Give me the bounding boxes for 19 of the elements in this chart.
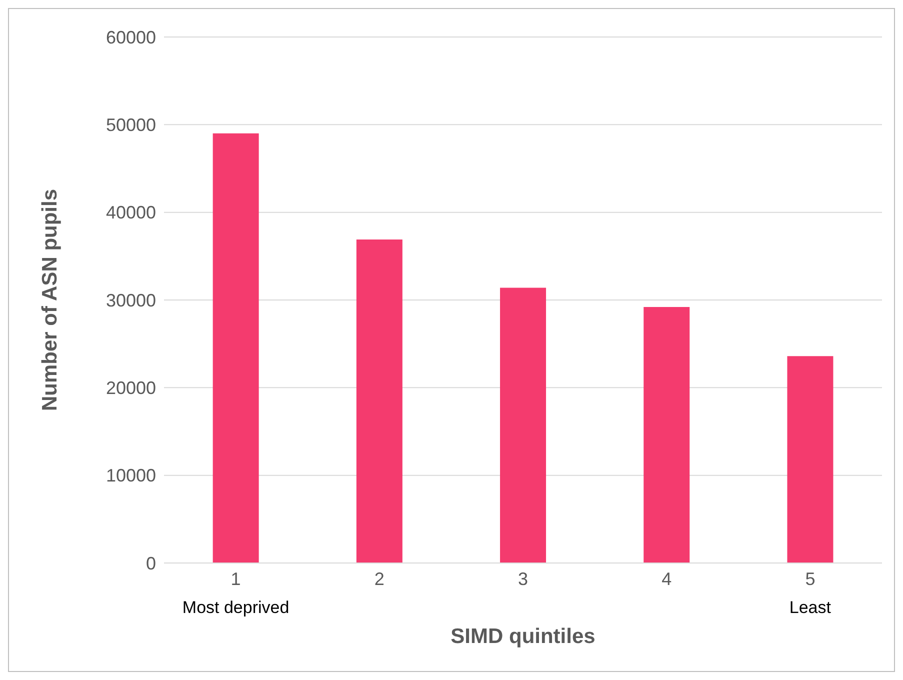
- x-axis-title: SIMD quintiles: [450, 625, 596, 648]
- y-tick-label: 50000: [106, 115, 156, 136]
- x-tick-label: 1 Most deprived: [182, 569, 290, 617]
- x-tick-label: 3: [518, 569, 528, 589]
- bar: [644, 307, 690, 563]
- bar: [787, 356, 834, 563]
- y-tick-label: 10000: [106, 466, 156, 486]
- bar: [212, 133, 259, 563]
- x-tick-label: 2: [374, 569, 384, 589]
- x-tick-label: 4: [662, 569, 672, 589]
- y-axis-title: Number of ASN pupils: [38, 188, 62, 412]
- x-tick-label: 5 Least: [789, 569, 832, 617]
- y-tick-label: 20000: [106, 378, 156, 398]
- y-tick-label: 0: [146, 553, 156, 574]
- bar: [356, 240, 402, 563]
- y-tick-label: 60000: [106, 27, 156, 48]
- y-tick-label: 40000: [106, 202, 156, 223]
- y-tick-label: 30000: [106, 290, 156, 310]
- bar: [500, 288, 546, 563]
